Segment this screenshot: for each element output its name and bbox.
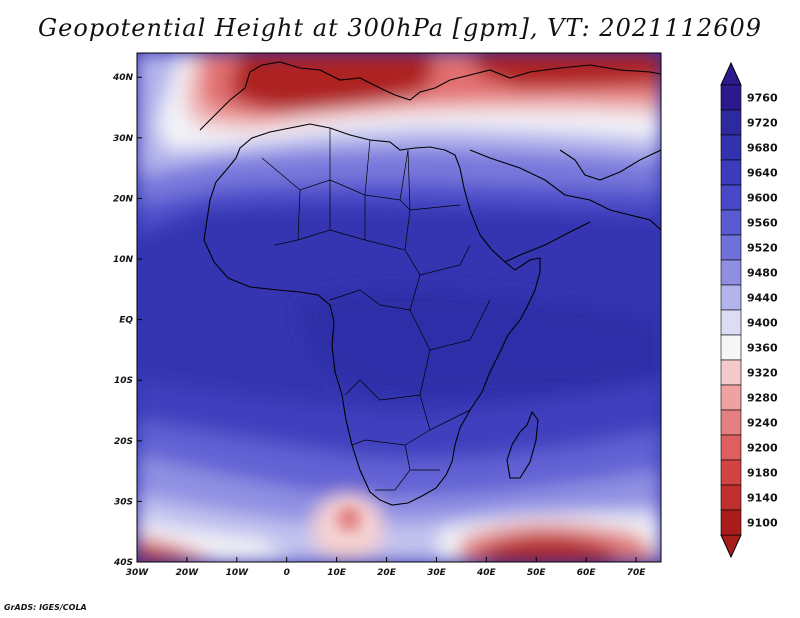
lon-tick-label: 10W: [226, 568, 250, 578]
height-field: [137, 53, 661, 562]
lon-tick-label: 10E: [327, 568, 347, 578]
colorbar-label: 9480: [747, 267, 778, 280]
africa-coastline: [203, 123, 541, 506]
lat-tick-label: EQ: [119, 316, 133, 326]
map-frame: [136, 52, 662, 563]
arabia-coast: [469, 149, 661, 263]
colorbar-swatch: [720, 109, 742, 136]
colorbar-bottom-arrow: [720, 534, 742, 559]
lat-tick-label: 10S: [114, 376, 133, 386]
colorbar-label: 9320: [747, 367, 778, 380]
lon-tick-label: 30W: [126, 568, 150, 578]
coastlines: [199, 61, 661, 506]
colorbar-label: 9400: [747, 317, 778, 330]
colorbar-swatch: [720, 459, 742, 486]
lon-tick-label: 20E: [377, 568, 397, 578]
colorbar-label: 9760: [747, 92, 778, 105]
lon-tick-label: 70E: [627, 568, 647, 578]
colorbar-label: 9440: [747, 292, 778, 305]
colorbar-swatch: [720, 359, 742, 386]
colorbar-swatch: [720, 309, 742, 336]
lon-tick-label: 0: [284, 568, 290, 578]
colorbar-swatch: [720, 159, 742, 186]
colorbar-swatch: [720, 284, 742, 311]
country-borders: [261, 128, 491, 491]
colorbar-swatch: [720, 384, 742, 411]
colorbar-swatch: [720, 209, 742, 236]
lat-tick-label: 10N: [113, 255, 134, 265]
colorbar: 9760 9720 9680 9640 9600 9560 9520 9480 9440 9400…: [720, 61, 778, 559]
lat-tick-label: 40N: [112, 73, 134, 83]
colorbar-label: 9720: [747, 117, 778, 130]
colorbar-swatch: [720, 509, 742, 536]
colorbar-swatch: [720, 234, 742, 261]
grads-credit: GrADS: IGES/COLA: [4, 603, 87, 612]
colorbar-label: 9360: [747, 342, 778, 355]
colorbar-label: 9560: [747, 217, 778, 230]
latitude-axis: 40N 30N 20N 10N EQ 10S 20S 30S 40S: [112, 73, 142, 568]
colorbar-swatch: [720, 84, 742, 111]
persian-gulf-coast: [559, 149, 661, 181]
colorbar-top-arrow: [720, 61, 742, 86]
lat-tick-label: 20N: [113, 194, 134, 204]
map-title: Geopotential Height at 300hPa [gpm], VT:…: [38, 14, 762, 42]
band-north-9100: [231, 53, 661, 112]
lat-tick-label: 40S: [113, 558, 133, 568]
band-south-9100-east: [480, 536, 620, 562]
colorbar-label: 9680: [747, 142, 778, 155]
colorbar-swatch: [720, 409, 742, 436]
madagascar-coast: [506, 410, 539, 479]
lon-tick-label: 50E: [527, 568, 547, 578]
colorbar-label: 9240: [747, 417, 778, 430]
colorbar-swatch: [720, 259, 742, 286]
colorbar-label: 9280: [747, 392, 778, 405]
lat-tick-label: 30S: [114, 497, 133, 507]
colorbar-label: 9100: [747, 517, 778, 530]
colorbar-label: 9140: [747, 492, 778, 505]
lon-tick-label: 60E: [577, 568, 597, 578]
colorbar-swatch: [720, 134, 742, 161]
band-south-9100-west: [137, 548, 195, 562]
lon-tick-label: 40E: [476, 568, 497, 578]
colorbar-label: 9200: [747, 442, 778, 455]
colorbar-swatch: [720, 484, 742, 511]
colorbar-swatch: [720, 184, 742, 211]
lon-tick-label: 20W: [176, 568, 200, 578]
lon-tick-label: 30E: [427, 568, 447, 578]
longitude-axis: 30W 20W 10W 0 10E 20E 30E 40E 50E 60E 70E: [126, 557, 646, 578]
lat-tick-label: 20S: [114, 437, 133, 447]
band-equatorial-9680: [300, 288, 661, 396]
colorbar-label: 9600: [747, 192, 778, 205]
colorbar-label: 9180: [747, 467, 778, 480]
colorbar-swatch: [720, 334, 742, 361]
lat-tick-label: 30N: [113, 134, 134, 144]
europe-coast: [199, 61, 661, 131]
colorbar-label: 9520: [747, 242, 778, 255]
colorbar-swatch: [720, 434, 742, 461]
cutoff-low-core: [343, 512, 355, 524]
colorbar-label: 9640: [747, 167, 778, 180]
